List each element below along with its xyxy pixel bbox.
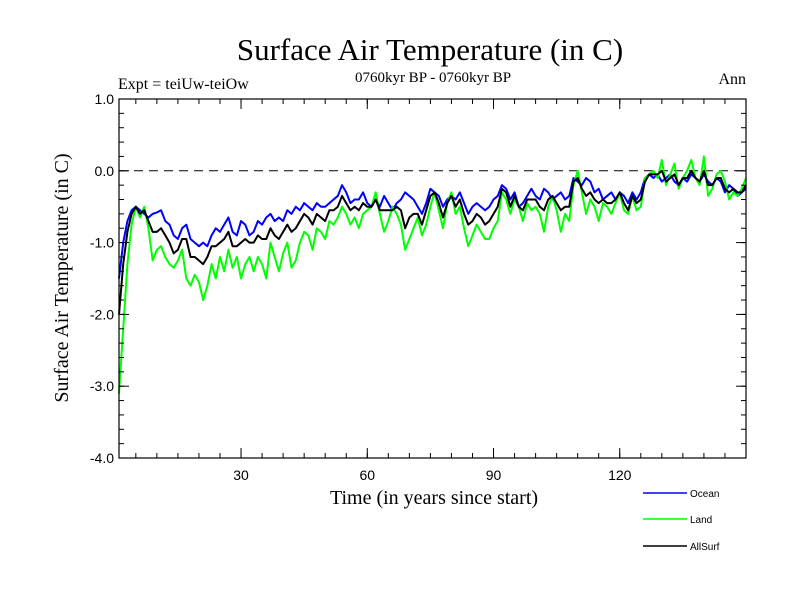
y-tick-label: -1.0 bbox=[90, 235, 114, 251]
plot-area: 1.0 0.0 -1.0 -2.0 -3.0 -4.0 30 60 90 120 bbox=[90, 91, 747, 483]
y-tick-label: -4.0 bbox=[90, 450, 114, 466]
experiment-label: Expt = teiUw-teiOw bbox=[118, 76, 249, 93]
season-label: Ann bbox=[718, 71, 746, 88]
legend-entry-allsurf: AllSurf bbox=[643, 542, 720, 553]
x-tick-label: 90 bbox=[486, 467, 502, 483]
series-line-ocean bbox=[118, 173, 747, 279]
y-axis-title: Surface Air Temperature (in C) bbox=[51, 153, 73, 402]
y-axis-ticks: 1.0 0.0 -1.0 -2.0 -3.0 -4.0 bbox=[90, 91, 746, 466]
legend-entry-land: Land bbox=[643, 515, 712, 526]
y-tick-label: -2.0 bbox=[90, 306, 114, 322]
y-tick-label: 0.0 bbox=[95, 163, 115, 179]
y-tick-label: -3.0 bbox=[90, 378, 114, 394]
x-tick-label: 30 bbox=[233, 467, 249, 483]
x-tick-label: 60 bbox=[359, 467, 375, 483]
y-tick-label: 1.0 bbox=[95, 91, 115, 107]
legend-label-land: Land bbox=[690, 515, 712, 526]
minor-ticks bbox=[119, 98, 747, 459]
series-layer bbox=[118, 155, 747, 394]
legend-label-ocean: Ocean bbox=[690, 489, 719, 500]
legend-entry-ocean: Ocean bbox=[643, 489, 719, 500]
x-axis-ticks: 30 60 90 120 bbox=[233, 99, 632, 483]
legend: Ocean Land AllSurf bbox=[643, 489, 720, 553]
chart-title: Surface Air Temperature (in C) bbox=[237, 32, 623, 67]
series-line-land bbox=[118, 155, 747, 394]
legend-label-allsurf: AllSurf bbox=[690, 542, 720, 553]
plot-frame bbox=[118, 98, 747, 459]
x-axis-title: Time (in years since start) bbox=[330, 487, 538, 509]
period-label: 0760kyr BP - 0760kyr BP bbox=[355, 70, 511, 86]
series-line-allsurf bbox=[118, 169, 747, 315]
x-tick-label: 120 bbox=[608, 467, 632, 483]
